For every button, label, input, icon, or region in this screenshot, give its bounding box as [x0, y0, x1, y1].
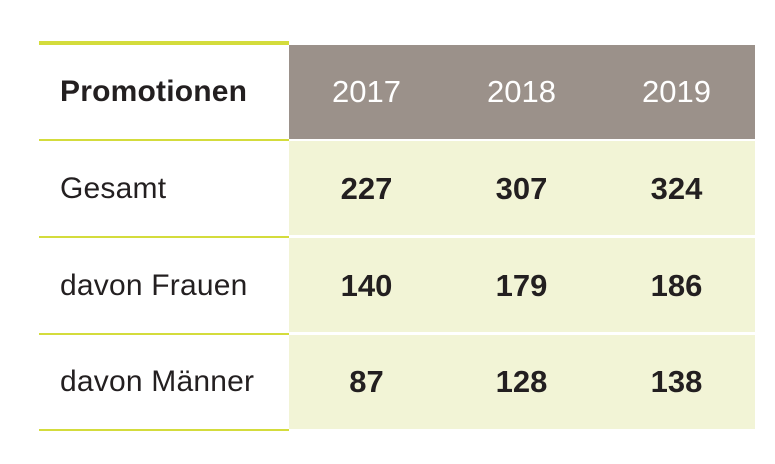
- table-row: davon Männer 87 128 138: [39, 335, 755, 429]
- cell-value: 140: [340, 267, 393, 303]
- cell-value: 179: [495, 267, 548, 303]
- cell-value: 128: [495, 364, 548, 399]
- cell-value: 227: [340, 170, 393, 206]
- row-label: Gesamt: [60, 171, 167, 205]
- year-header-band: 2017 2018 2019: [289, 45, 755, 139]
- cell-value: 138: [650, 364, 703, 399]
- year-header: 2019: [642, 74, 711, 109]
- cell-value: 324: [650, 170, 703, 206]
- row-divider: [39, 139, 289, 141]
- row-label: davon Frauen: [60, 268, 248, 302]
- row-values: 87 128 138: [289, 335, 755, 429]
- table-row: davon Frauen 140 179 186: [39, 238, 755, 333]
- top-accent-rule: [39, 41, 289, 45]
- row-divider: [39, 333, 289, 335]
- row-divider: [39, 429, 289, 431]
- row-values: 227 307 324: [289, 141, 755, 236]
- row-divider: [39, 236, 289, 238]
- cell-value: 307: [495, 170, 548, 206]
- cell-value: 87: [349, 364, 384, 399]
- cell-gap: [289, 332, 755, 335]
- row-values: 140 179 186: [289, 238, 755, 333]
- table-title: Promotionen: [60, 75, 248, 108]
- cell-value: 186: [650, 267, 703, 303]
- table-row: Gesamt 227 307 324: [39, 141, 755, 236]
- table-header-row: Promotionen 2017 2018 2019: [39, 45, 755, 139]
- row-label: davon Männer: [60, 365, 255, 398]
- year-header: 2018: [487, 74, 556, 109]
- cell-gap: [289, 235, 755, 238]
- year-header: 2017: [332, 74, 401, 109]
